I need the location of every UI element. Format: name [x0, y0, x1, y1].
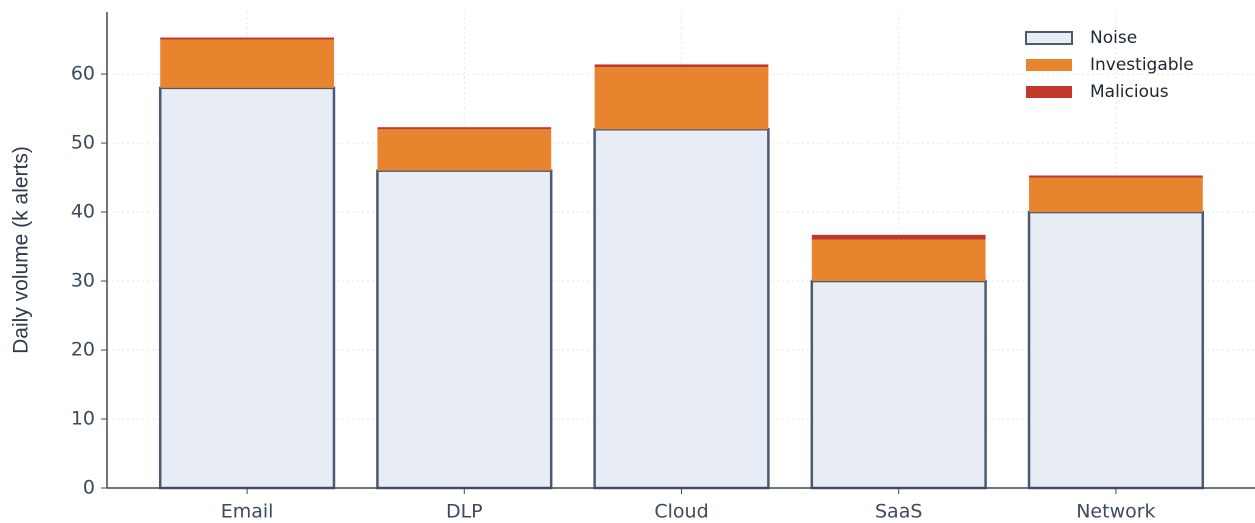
y-tick-label: 0: [83, 477, 95, 499]
x-tick-label: Email: [221, 501, 274, 523]
x-tick-label: DLP: [446, 501, 483, 523]
bar-segment: [377, 127, 552, 130]
x-tick-label: SaaS: [875, 501, 922, 523]
bar-segment: [594, 64, 769, 68]
bar-segment: [1029, 177, 1203, 213]
bar-segment: [160, 37, 334, 40]
y-tick-label: 50: [71, 132, 95, 154]
bar-segment: [377, 129, 552, 171]
bar-segment: [811, 234, 986, 240]
bar-segment: [160, 39, 334, 88]
bar-segment: [1027, 210, 1205, 490]
y-tick-label: 10: [71, 408, 95, 430]
legend-swatch: [1026, 59, 1072, 71]
legend-label: Noise: [1090, 28, 1137, 48]
bar-segment: [811, 239, 986, 282]
legend-label: Malicious: [1090, 82, 1169, 102]
legend-label: Investigable: [1090, 55, 1194, 75]
bar-segment: [376, 169, 553, 490]
bar-segment: [1029, 175, 1203, 178]
legend-swatch: [1026, 86, 1072, 98]
bar-segment: [594, 67, 769, 130]
x-tick-label: Cloud: [654, 501, 708, 523]
bar-segment: [593, 128, 770, 490]
y-tick-label: 30: [71, 270, 95, 292]
y-tick-label: 60: [71, 63, 95, 85]
x-tick-label: Network: [1076, 501, 1155, 523]
y-tick-label: 20: [71, 339, 95, 361]
y-tick-label: 40: [71, 201, 95, 223]
bar-segment: [810, 279, 987, 490]
bar-segment: [158, 86, 336, 490]
y-axis-label: Daily volume (k alerts): [10, 146, 33, 354]
legend-swatch: [1025, 31, 1073, 45]
